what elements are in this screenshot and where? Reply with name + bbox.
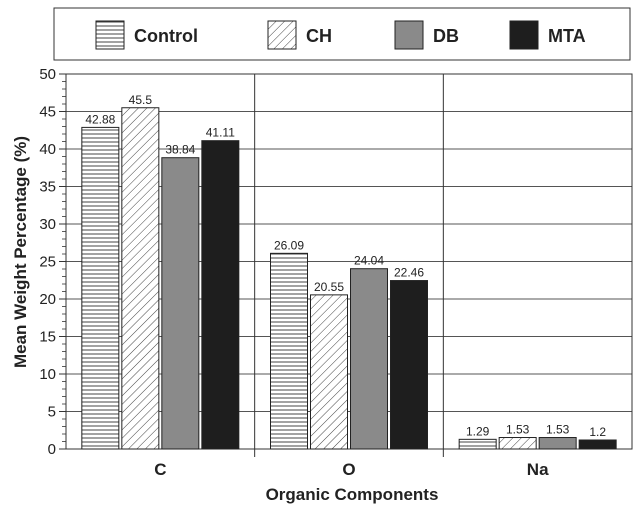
y-tick-label: 15 bbox=[39, 329, 56, 346]
y-axis-title: Mean Weight Percentage (%) bbox=[11, 136, 30, 368]
y-tick-label: 25 bbox=[39, 254, 56, 271]
data-label-ch-o: 20.55 bbox=[314, 280, 344, 294]
legend-swatch-db bbox=[394, 20, 424, 50]
data-label-db-na: 1.53 bbox=[546, 423, 570, 437]
gridlines bbox=[66, 74, 632, 457]
y-tick-label: 20 bbox=[39, 291, 56, 308]
legend-label-ch: CH bbox=[306, 26, 332, 46]
y-tick-label: 30 bbox=[39, 216, 56, 233]
data-label-mta-c: 41.11 bbox=[206, 126, 235, 140]
bar-db-c bbox=[161, 157, 200, 450]
bar-control-c bbox=[81, 126, 120, 450]
data-label-db-o: 24.04 bbox=[354, 254, 384, 268]
bar-control-o bbox=[270, 252, 308, 450]
bar-mta-o bbox=[390, 280, 428, 450]
bar-ch-o bbox=[310, 294, 348, 450]
y-tick-label: 45 bbox=[39, 104, 56, 121]
data-label-control-o: 26.09 bbox=[274, 238, 304, 252]
data-labels: 42.88 45.5 38.84 41.11 26.09 20.55 24.04 22.46 1… bbox=[85, 93, 606, 439]
data-label-ch-c: 45.5 bbox=[129, 93, 153, 107]
y-tick-label: 10 bbox=[39, 366, 56, 383]
y-tick-label: 0 bbox=[48, 441, 56, 458]
bar-ch-na bbox=[498, 437, 537, 450]
y-tick-label: 40 bbox=[39, 141, 56, 158]
bars bbox=[81, 107, 617, 450]
legend-swatch-ch bbox=[267, 20, 297, 50]
legend-swatch-mta bbox=[509, 20, 539, 50]
data-label-mta-o: 22.46 bbox=[394, 266, 424, 280]
data-label-control-na: 1.29 bbox=[466, 424, 490, 438]
legend: Control CH DB MTA bbox=[53, 7, 631, 61]
y-tick-label: 35 bbox=[39, 179, 56, 196]
y-tick-label: 5 bbox=[48, 404, 56, 421]
x-category-label-C: C bbox=[154, 460, 166, 479]
data-label-control-c: 42.88 bbox=[85, 112, 115, 126]
legend-swatch-control bbox=[95, 20, 125, 50]
x-axis-title: Organic Components bbox=[266, 485, 439, 504]
legend-label-control: Control bbox=[134, 26, 198, 46]
data-label-db-c: 38.84 bbox=[165, 143, 195, 157]
bar-ch-c bbox=[121, 107, 160, 450]
bar-control-na bbox=[458, 438, 497, 450]
y-tick-label: 50 bbox=[39, 66, 56, 83]
legend-label-mta: MTA bbox=[548, 26, 586, 46]
bar-mta-c bbox=[201, 140, 240, 450]
bar-db-o bbox=[350, 268, 388, 450]
axes: 0 5 10 15 20 25 30 35 40 45 50 C O Na bbox=[39, 66, 633, 479]
legend-label-db: DB bbox=[433, 26, 459, 46]
x-category-label-Na: Na bbox=[527, 460, 549, 479]
data-label-ch-na: 1.53 bbox=[506, 423, 530, 437]
data-label-mta-na: 1.2 bbox=[589, 425, 606, 439]
bar-mta-na bbox=[578, 439, 617, 450]
bar-db-na bbox=[538, 437, 577, 450]
x-category-label-O: O bbox=[342, 460, 355, 479]
